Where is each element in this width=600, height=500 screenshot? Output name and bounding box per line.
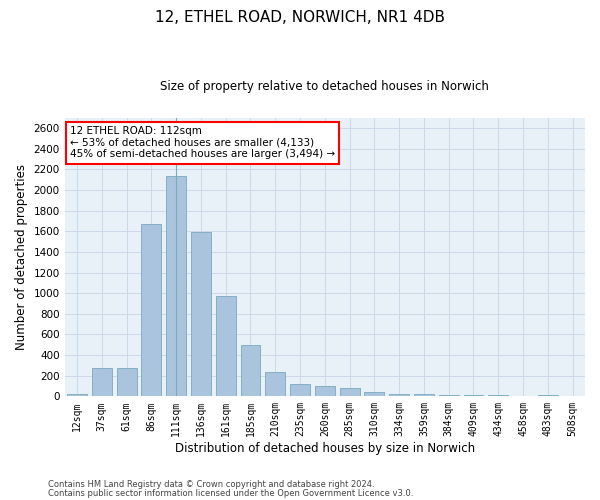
Text: Contains HM Land Registry data © Crown copyright and database right 2024.: Contains HM Land Registry data © Crown c… [48, 480, 374, 489]
Text: Contains public sector information licensed under the Open Government Licence v3: Contains public sector information licen… [48, 488, 413, 498]
Bar [290, 384, 310, 396]
Bar [364, 392, 385, 396]
Bar [340, 388, 359, 396]
Bar [439, 394, 458, 396]
Bar [191, 232, 211, 396]
Text: 12 ETHEL ROAD: 112sqm
← 53% of detached houses are smaller (4,133)
45% of semi-d: 12 ETHEL ROAD: 112sqm ← 53% of detached … [70, 126, 335, 160]
Bar [464, 394, 484, 396]
X-axis label: Distribution of detached houses by size in Norwich: Distribution of detached houses by size … [175, 442, 475, 455]
Bar [241, 344, 260, 397]
Bar [92, 368, 112, 396]
Y-axis label: Number of detached properties: Number of detached properties [15, 164, 28, 350]
Bar [265, 372, 285, 396]
Bar [142, 224, 161, 396]
Bar [389, 394, 409, 396]
Bar [117, 368, 137, 396]
Bar [166, 176, 186, 396]
Bar [315, 386, 335, 396]
Title: Size of property relative to detached houses in Norwich: Size of property relative to detached ho… [160, 80, 489, 93]
Bar [67, 394, 87, 396]
Bar [538, 395, 558, 396]
Text: 12, ETHEL ROAD, NORWICH, NR1 4DB: 12, ETHEL ROAD, NORWICH, NR1 4DB [155, 10, 445, 25]
Bar [414, 394, 434, 396]
Bar [216, 296, 236, 396]
